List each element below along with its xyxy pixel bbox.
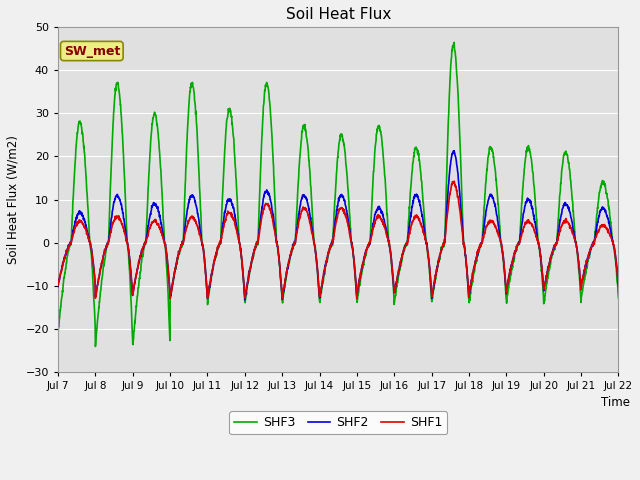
SHF2 [451, 148, 458, 154]
SHF2 [581, 265, 589, 271]
SHF3 [566, 167, 573, 172]
SHF2 [502, 280, 509, 286]
SHF3 [92, 344, 99, 349]
Line: SHF2: SHF2 [58, 151, 618, 300]
Title: Soil Heat Flux: Soil Heat Flux [285, 7, 391, 22]
SHF1 [451, 178, 458, 184]
SHF2 [54, 284, 62, 289]
SHF1 [211, 257, 218, 263]
SHF3 [502, 287, 509, 293]
SHF1 [54, 282, 62, 288]
SHF3 [54, 330, 62, 336]
SHF1 [353, 296, 361, 301]
SHF1 [367, 236, 374, 241]
SHF3 [581, 269, 589, 275]
SHF1 [502, 281, 509, 287]
SHF2 [566, 208, 573, 214]
SHF3 [355, 289, 362, 295]
SHF1 [581, 264, 589, 270]
SHF2 [614, 283, 622, 289]
SHF3 [211, 257, 218, 263]
SHF3 [367, 223, 374, 229]
SHF2 [367, 233, 374, 239]
Line: SHF3: SHF3 [58, 42, 618, 347]
SHF3 [451, 39, 458, 45]
SHF2 [241, 297, 249, 303]
SHF1 [355, 281, 362, 287]
Line: SHF1: SHF1 [58, 181, 618, 299]
SHF2 [211, 257, 218, 263]
SHF3 [614, 295, 622, 301]
SHF1 [614, 282, 622, 288]
SHF2 [355, 281, 362, 287]
SHF1 [566, 222, 573, 228]
Legend: SHF3, SHF2, SHF1: SHF3, SHF2, SHF1 [229, 411, 447, 434]
X-axis label: Time: Time [601, 396, 630, 409]
Y-axis label: Soil Heat Flux (W/m2): Soil Heat Flux (W/m2) [7, 135, 20, 264]
Text: SW_met: SW_met [63, 45, 120, 58]
